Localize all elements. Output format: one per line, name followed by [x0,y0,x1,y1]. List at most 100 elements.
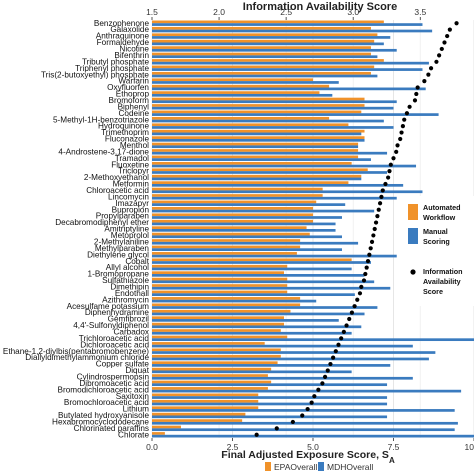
x2-axis-title: Information Availability Score [243,1,397,13]
bar-epa-overall [152,226,307,229]
category-label: Diquat [125,366,149,375]
info-score-point [290,419,295,425]
info-score-points [254,21,459,437]
bar-mdh-overall [152,81,339,84]
info-score-point [383,181,388,187]
bar-mdh-overall [152,331,352,335]
x2-tick-label: 2.5 [280,7,292,17]
bar-mdh-overall [152,274,365,277]
bar-mdh-overall [152,126,394,129]
info-score-point [322,374,328,380]
info-score-point [361,278,367,283]
bottom-legend-label: EPAOverall [274,462,317,472]
x-axis-title-main: Final Adjusted Exposure Score, S [221,449,389,461]
bar-mdh-overall [152,138,365,142]
bar-mdh-overall [152,74,378,78]
bottom-legend-swatch [265,462,271,471]
category-label: Copper sulfate [96,360,150,369]
category-label: Azithromycin [102,295,149,304]
category-label: Bromochloroacetic acid [64,398,150,407]
category-label: Imazapyr [115,199,149,208]
bar-epa-overall [152,387,268,390]
category-label: Decabromodiphenyl ether [55,218,149,227]
category-label: Saxitoxin [116,392,150,401]
category-label: Oxyfluorfen [107,83,149,92]
category-label: Bromodichloroacetic acid [58,385,150,394]
bar-mdh-overall [152,87,426,91]
category-label: Cylindrospermopsin [77,373,150,382]
category-label: 4-Androstene-3,17-dione [58,147,149,156]
bar-epa-overall [152,207,313,210]
category-label: 5-Methyl-1H-benzotriazole [53,115,149,124]
info-score-point [373,220,379,225]
category-label: Gemfibrozil [108,315,150,324]
bar-mdh-overall [152,55,378,59]
category-label: Chloroacetic acid [86,186,149,195]
x-tick-label: 5.0 [307,442,319,452]
bar-epa-overall [152,348,281,352]
bar-mdh-overall [152,183,404,187]
category-label: Warfarin [118,77,149,86]
category-label: 2-Methoxyethanol [84,173,149,182]
info-score-point [414,91,419,97]
bar-epa-overall [152,361,278,365]
category-label: Propylparaben [96,212,150,221]
info-score-point [347,316,352,322]
bar-epa-overall [152,33,378,37]
category-label: Dibromoacetic acid [79,379,149,388]
bar-epa-overall [152,104,365,107]
bar-mdh-overall [152,100,397,104]
category-labels: BenzophenoneGalaxolideAnthraquinoneForma… [3,19,150,440]
bottom-legend: EPAOverall MDHOverall [265,462,373,472]
category-label: Cobalt [125,257,149,266]
info-score-point [412,98,418,103]
info-score-point [336,342,341,347]
category-label: Diphenhydramine [85,308,150,317]
bar-mdh-overall [152,171,388,174]
bar-mdh-overall [152,338,474,342]
bar-mdh-overall [152,106,394,110]
bar-mdh-overall [152,421,458,425]
bar-mdh-overall [152,415,388,419]
bar-epa-overall [152,406,259,410]
category-label: Menthol [120,141,149,150]
bar-epa-overall [152,142,359,146]
x-axis-ticks: 0.0 2.5 5.0 7.5 10 [146,438,474,452]
info-score-point [407,104,412,109]
bar-mdh-overall [152,351,436,354]
category-label: Galaxolide [110,25,149,34]
info-score-point [372,226,377,232]
bar-epa-overall [152,432,165,435]
bar-mdh-overall [152,344,413,348]
info-score-point [344,323,349,328]
category-label: Hydroquinone [98,122,149,131]
bar-mdh-overall [152,158,371,161]
bar-mdh-overall [152,293,355,297]
bar-epa-overall [152,136,365,139]
category-label: Ethane-1,2-diylbis(pentabromobenzene) [3,347,149,356]
bar-mdh-overall [152,61,429,65]
bar-epa-overall [152,181,349,184]
info-score-point [363,271,368,277]
bar-epa-overall [152,380,272,384]
category-label: Methylparaben [95,244,150,253]
bar-mdh-overall [152,145,359,149]
category-label: Ethoprop [116,90,150,99]
bar-epa-overall [152,335,288,339]
bar-epa-overall [152,264,288,268]
bar-mdh-overall [152,132,362,136]
legend-key-swatch [408,228,418,244]
category-label: Lithium [123,405,150,414]
info-score-point [316,387,321,392]
bar-mdh-overall [152,241,359,245]
category-label: Butylated hydroxyanisole [58,411,149,420]
category-label: Tramadol [115,154,149,163]
legend-key-dot [410,269,416,275]
category-label: Diallyldimethylammonium chloride [25,353,149,362]
category-label: Bifenthrin [114,51,149,60]
bar-mdh-overall [152,190,423,194]
bar-mdh-overall [152,222,336,226]
info-score-point [312,394,317,399]
bar-mdh-overall [152,113,439,116]
bar-epa-overall [152,284,288,287]
